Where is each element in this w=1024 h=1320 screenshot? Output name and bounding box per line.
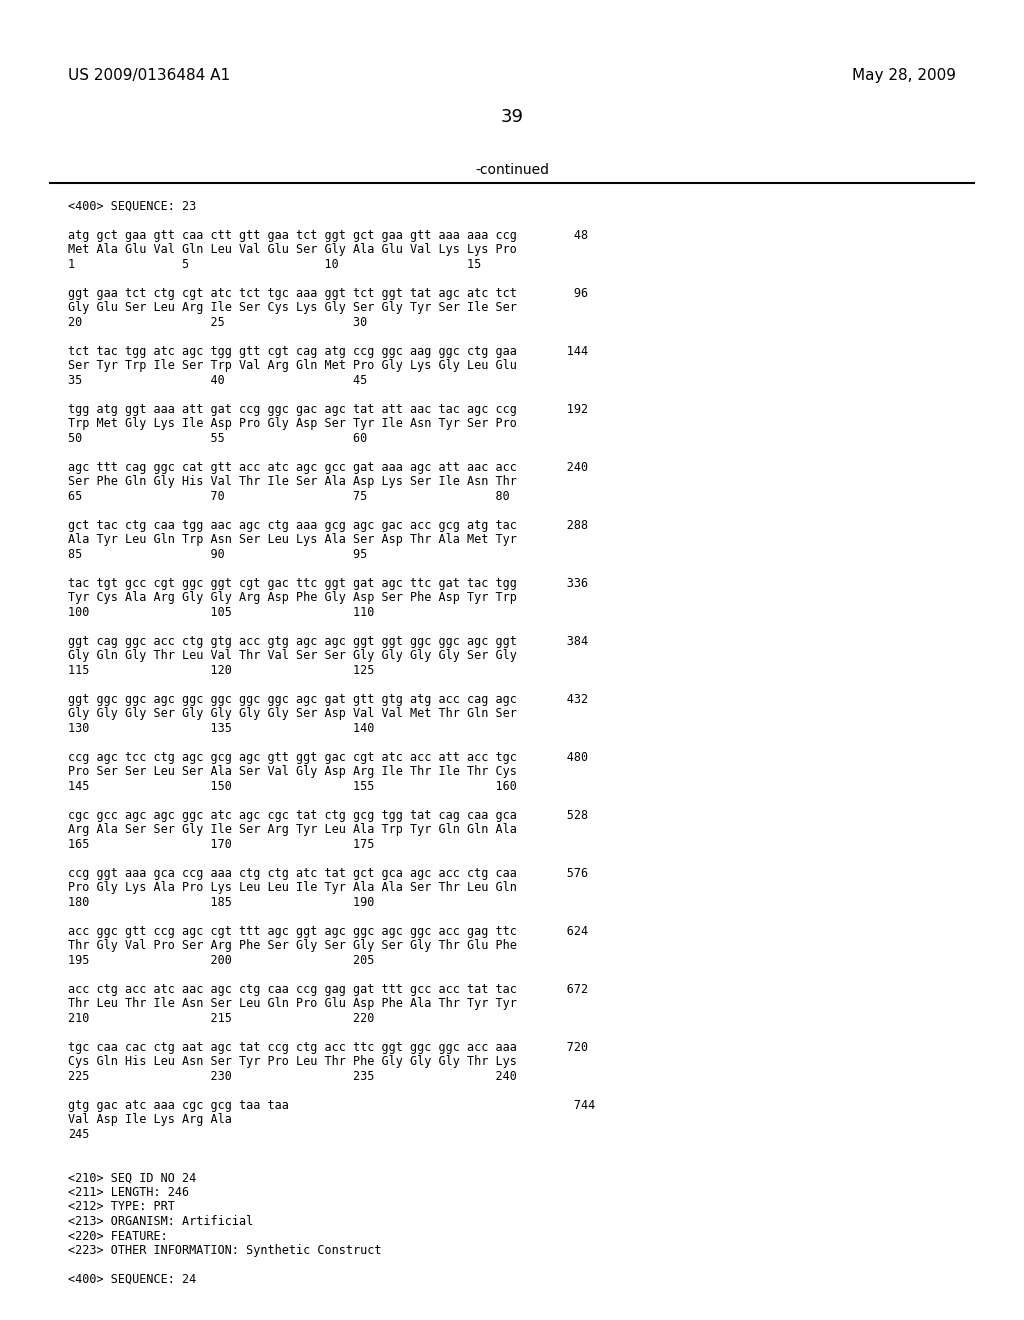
Text: ggt ggc ggc agc ggc ggc ggc ggc agc gat gtt gtg atg acc cag agc       432: ggt ggc ggc agc ggc ggc ggc ggc agc gat … [68,693,588,706]
Text: ggt cag ggc acc ctg gtg acc gtg agc agc ggt ggt ggc ggc agc ggt       384: ggt cag ggc acc ctg gtg acc gtg agc agc … [68,635,588,648]
Text: Ala Tyr Leu Gln Trp Asn Ser Leu Lys Ala Ser Asp Thr Ala Met Tyr: Ala Tyr Leu Gln Trp Asn Ser Leu Lys Ala … [68,533,517,546]
Text: Tyr Cys Ala Arg Gly Gly Arg Asp Phe Gly Asp Ser Phe Asp Tyr Trp: Tyr Cys Ala Arg Gly Gly Arg Asp Phe Gly … [68,591,517,605]
Text: <211> LENGTH: 246: <211> LENGTH: 246 [68,1185,189,1199]
Text: <212> TYPE: PRT: <212> TYPE: PRT [68,1200,175,1213]
Text: Cys Gln His Leu Asn Ser Tyr Pro Leu Thr Phe Gly Gly Gly Thr Lys: Cys Gln His Leu Asn Ser Tyr Pro Leu Thr … [68,1056,517,1068]
Text: 85                  90                  95: 85 90 95 [68,548,368,561]
Text: Met Ala Glu Val Gln Leu Val Glu Ser Gly Ala Glu Val Lys Lys Pro: Met Ala Glu Val Gln Leu Val Glu Ser Gly … [68,243,517,256]
Text: acc ggc gtt ccg agc cgt ttt agc ggt agc ggc agc ggc acc gag ttc       624: acc ggc gtt ccg agc cgt ttt agc ggt agc … [68,925,588,939]
Text: <223> OTHER INFORMATION: Synthetic Construct: <223> OTHER INFORMATION: Synthetic Const… [68,1243,382,1257]
Text: ccg ggt aaa gca ccg aaa ctg ctg atc tat gct gca agc acc ctg caa       576: ccg ggt aaa gca ccg aaa ctg ctg atc tat … [68,867,588,880]
Text: tgg atg ggt aaa att gat ccg ggc gac agc tat att aac tac agc ccg       192: tgg atg ggt aaa att gat ccg ggc gac agc … [68,403,588,416]
Text: 39: 39 [501,108,523,125]
Text: 35                  40                  45: 35 40 45 [68,374,368,387]
Text: 50                  55                  60: 50 55 60 [68,432,368,445]
Text: gtg gac atc aaa cgc gcg taa taa                                        744: gtg gac atc aaa cgc gcg taa taa 744 [68,1100,595,1111]
Text: acc ctg acc atc aac agc ctg caa ccg gag gat ttt gcc acc tat tac       672: acc ctg acc atc aac agc ctg caa ccg gag … [68,983,588,997]
Text: 20                  25                  30: 20 25 30 [68,315,368,329]
Text: 115                 120                 125: 115 120 125 [68,664,375,677]
Text: gct tac ctg caa tgg aac agc ctg aaa gcg agc gac acc gcg atg tac       288: gct tac ctg caa tgg aac agc ctg aaa gcg … [68,519,588,532]
Text: 130                 135                 140: 130 135 140 [68,722,375,735]
Text: Thr Leu Thr Ile Asn Ser Leu Gln Pro Glu Asp Phe Ala Thr Tyr Tyr: Thr Leu Thr Ile Asn Ser Leu Gln Pro Glu … [68,998,517,1011]
Text: Ser Phe Gln Gly His Val Thr Ile Ser Ala Asp Lys Ser Ile Asn Thr: Ser Phe Gln Gly His Val Thr Ile Ser Ala … [68,475,517,488]
Text: May 28, 2009: May 28, 2009 [852,69,956,83]
Text: 180                 185                 190: 180 185 190 [68,896,375,909]
Text: ggt gaa tct ctg cgt atc tct tgc aaa ggt tct ggt tat agc atc tct        96: ggt gaa tct ctg cgt atc tct tgc aaa ggt … [68,286,588,300]
Text: <400> SEQUENCE: 23: <400> SEQUENCE: 23 [68,201,197,213]
Text: 195                 200                 205: 195 200 205 [68,954,375,968]
Text: tac tgt gcc cgt ggc ggt cgt gac ttc ggt gat agc ttc gat tac tgg       336: tac tgt gcc cgt ggc ggt cgt gac ttc ggt … [68,577,588,590]
Text: Ser Tyr Trp Ile Ser Trp Val Arg Gln Met Pro Gly Lys Gly Leu Glu: Ser Tyr Trp Ile Ser Trp Val Arg Gln Met … [68,359,517,372]
Text: <220> FEATURE:: <220> FEATURE: [68,1229,168,1242]
Text: Gly Glu Ser Leu Arg Ile Ser Cys Lys Gly Ser Gly Tyr Ser Ile Ser: Gly Glu Ser Leu Arg Ile Ser Cys Lys Gly … [68,301,517,314]
Text: 210                 215                 220: 210 215 220 [68,1012,375,1026]
Text: 65                  70                  75                  80: 65 70 75 80 [68,490,510,503]
Text: 1               5                   10                  15: 1 5 10 15 [68,257,481,271]
Text: ccg agc tcc ctg agc gcg agc gtt ggt gac cgt atc acc att acc tgc       480: ccg agc tcc ctg agc gcg agc gtt ggt gac … [68,751,588,764]
Text: atg gct gaa gtt caa ctt gtt gaa tct ggt gct gaa gtt aaa aaa ccg        48: atg gct gaa gtt caa ctt gtt gaa tct ggt … [68,228,588,242]
Text: Arg Ala Ser Ser Gly Ile Ser Arg Tyr Leu Ala Trp Tyr Gln Gln Ala: Arg Ala Ser Ser Gly Ile Ser Arg Tyr Leu … [68,824,517,837]
Text: Trp Met Gly Lys Ile Asp Pro Gly Asp Ser Tyr Ile Asn Tyr Ser Pro: Trp Met Gly Lys Ile Asp Pro Gly Asp Ser … [68,417,517,430]
Text: 145                 150                 155                 160: 145 150 155 160 [68,780,517,793]
Text: <213> ORGANISM: Artificial: <213> ORGANISM: Artificial [68,1214,253,1228]
Text: tgc caa cac ctg aat agc tat ccg ctg acc ttc ggt ggc ggc acc aaa       720: tgc caa cac ctg aat agc tat ccg ctg acc … [68,1041,588,1053]
Text: Thr Gly Val Pro Ser Arg Phe Ser Gly Ser Gly Ser Gly Thr Glu Phe: Thr Gly Val Pro Ser Arg Phe Ser Gly Ser … [68,940,517,953]
Text: agc ttt cag ggc cat gtt acc atc agc gcc gat aaa agc att aac acc       240: agc ttt cag ggc cat gtt acc atc agc gcc … [68,461,588,474]
Text: Val Asp Ile Lys Arg Ala: Val Asp Ile Lys Arg Ala [68,1114,231,1126]
Text: 245: 245 [68,1129,89,1140]
Text: -continued: -continued [475,162,549,177]
Text: 100                 105                 110: 100 105 110 [68,606,375,619]
Text: Gly Gln Gly Thr Leu Val Thr Val Ser Ser Gly Gly Gly Gly Ser Gly: Gly Gln Gly Thr Leu Val Thr Val Ser Ser … [68,649,517,663]
Text: US 2009/0136484 A1: US 2009/0136484 A1 [68,69,230,83]
Text: cgc gcc agc agc ggc atc agc cgc tat ctg gcg tgg tat cag caa gca       528: cgc gcc agc agc ggc atc agc cgc tat ctg … [68,809,588,822]
Text: <210> SEQ ID NO 24: <210> SEQ ID NO 24 [68,1172,197,1184]
Text: tct tac tgg atc agc tgg gtt cgt cag atg ccg ggc aag ggc ctg gaa       144: tct tac tgg atc agc tgg gtt cgt cag atg … [68,345,588,358]
Text: Pro Gly Lys Ala Pro Lys Leu Leu Ile Tyr Ala Ala Ser Thr Leu Gln: Pro Gly Lys Ala Pro Lys Leu Leu Ile Tyr … [68,882,517,895]
Text: 165                 170                 175: 165 170 175 [68,838,375,851]
Text: 225                 230                 235                 240: 225 230 235 240 [68,1071,517,1082]
Text: <400> SEQUENCE: 24: <400> SEQUENCE: 24 [68,1272,197,1286]
Text: Gly Gly Gly Ser Gly Gly Gly Gly Ser Asp Val Val Met Thr Gln Ser: Gly Gly Gly Ser Gly Gly Gly Gly Ser Asp … [68,708,517,721]
Text: Pro Ser Ser Leu Ser Ala Ser Val Gly Asp Arg Ile Thr Ile Thr Cys: Pro Ser Ser Leu Ser Ala Ser Val Gly Asp … [68,766,517,779]
